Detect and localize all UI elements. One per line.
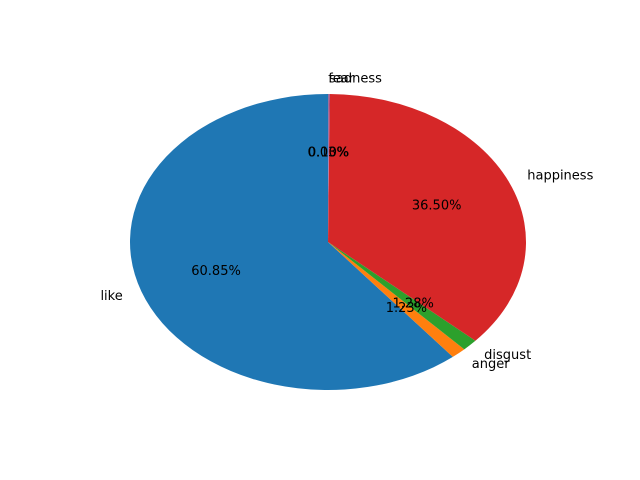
slice-pct-disgust: 1.28% xyxy=(393,296,434,311)
slice-pct-anger: 1.23% xyxy=(386,301,427,316)
slice-pct-sadness: 0.10% xyxy=(308,146,349,161)
slice-label-disgust: disgust xyxy=(484,348,531,363)
pie-slice-anger xyxy=(328,242,465,357)
pie-slice-disgust xyxy=(328,242,476,350)
slice-pct-fear: 0.03% xyxy=(307,146,348,161)
pie-slice-sadness xyxy=(328,94,330,242)
slice-label-anger: anger xyxy=(472,357,510,372)
pie-wedges xyxy=(130,94,526,390)
pie-slice-like xyxy=(130,94,453,390)
slice-label-like: like xyxy=(100,289,122,304)
slice-label-happiness: happiness xyxy=(527,169,593,184)
pie-labels: like 60.85% anger 1.23% disgust 1.28% happines… xyxy=(100,72,593,372)
slice-pct-like: 60.85% xyxy=(191,264,241,279)
slice-label-fear: fear xyxy=(328,72,355,87)
slice-pct-happiness: 36.50% xyxy=(412,199,462,214)
pie-slice-happiness xyxy=(328,94,526,341)
slice-label-sadness: sadness xyxy=(329,72,382,87)
